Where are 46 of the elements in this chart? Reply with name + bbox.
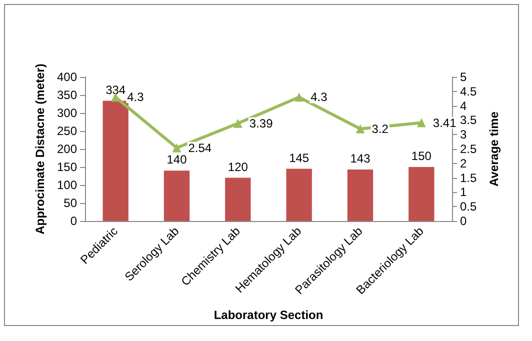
y2-axis-title: Average time <box>487 111 501 186</box>
bar <box>347 170 374 221</box>
data-label: 150 <box>411 149 432 163</box>
y2-tick-label: 4.5 <box>460 84 478 98</box>
y-tick-label: 250 <box>56 124 78 138</box>
y2-tick-label: 2.5 <box>460 142 478 156</box>
data-label: 143 <box>350 152 371 166</box>
y-tick-label: 200 <box>56 142 78 156</box>
y-tick-label: 150 <box>56 160 78 174</box>
data-label: 145 <box>289 150 310 165</box>
data-label: 2.54 <box>188 140 212 155</box>
y-tick-label: 350 <box>56 88 78 102</box>
data-label: 140 <box>166 152 188 167</box>
bar <box>164 170 190 221</box>
y-tick-label: 100 <box>56 178 78 192</box>
y2-tick-label: 1 <box>460 185 467 200</box>
y2-tick-label: 0.5 <box>460 200 478 214</box>
y2-tick-label: 3.5 <box>460 113 478 128</box>
point <box>172 143 182 152</box>
y2-tick-label: 3 <box>460 128 467 142</box>
data-label: 3.41 <box>432 116 457 130</box>
y-tick-label: 400 <box>56 70 78 84</box>
y2-tick-label: 4 <box>460 98 467 113</box>
data-label: 4.3 <box>127 90 144 104</box>
y2-tick-label: 0 <box>460 214 467 228</box>
data-label: 3.2 <box>372 122 389 136</box>
bar <box>225 178 251 221</box>
y2-tick-label: 2 <box>460 156 467 170</box>
y-tick-label: 300 <box>56 106 78 120</box>
bar <box>408 167 434 221</box>
data-label: 4.3 <box>310 90 328 104</box>
x-axis-title: Laboratory Section <box>214 308 324 322</box>
point <box>356 124 365 134</box>
data-label: 3.39 <box>249 116 274 130</box>
point <box>294 92 304 102</box>
y2-tick-label: 1.5 <box>460 170 478 185</box>
y-axis-title: Approcimate Distacne (meter) <box>33 64 48 234</box>
data-label: 334 <box>106 82 126 97</box>
data-label: 120 <box>228 160 248 174</box>
y-tick-label: 0 <box>70 214 78 228</box>
point <box>416 118 426 128</box>
bar <box>286 168 312 221</box>
bar <box>102 100 128 221</box>
y-tick-label: 50 <box>64 196 78 210</box>
y2-tick-label: 5 <box>460 70 467 84</box>
point <box>233 118 242 128</box>
